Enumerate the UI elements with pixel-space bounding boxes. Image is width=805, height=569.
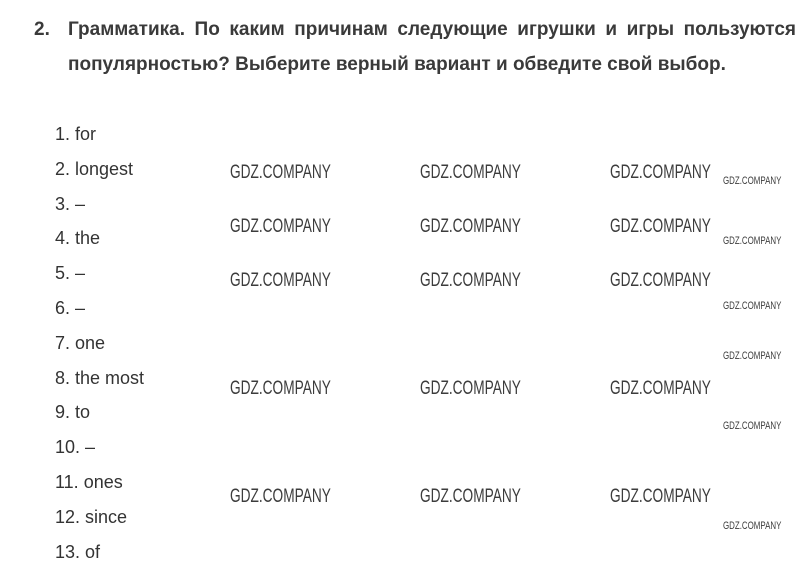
exercise-header: 2. Грамматика. По каким причинам следующ… (34, 12, 796, 82)
watermark: GDZ.COMPANY (610, 162, 711, 183)
exercise-number: 2. (34, 19, 50, 40)
watermark: GDZ.COMPANY (230, 378, 331, 399)
answer-list: 1. for 2. longest 3. – 4. the 5. – 6. – … (55, 117, 144, 569)
list-item: 5. – (55, 263, 86, 284)
watermark: GDZ.COMPANY (420, 216, 521, 237)
watermark: GDZ.COMPANY (723, 175, 782, 187)
list-item: 13. of (55, 541, 101, 562)
watermark: GDZ.COMPANY (723, 420, 782, 432)
list-item: 10. – (55, 437, 96, 458)
watermark: GDZ.COMPANY (723, 520, 782, 532)
watermark: GDZ.COMPANY (420, 486, 521, 507)
watermark: GDZ.COMPANY (230, 216, 331, 237)
watermark: GDZ.COMPANY (230, 270, 331, 291)
watermark: GDZ.COMPANY (610, 378, 711, 399)
watermark: GDZ.COMPANY (420, 162, 521, 183)
watermark: GDZ.COMPANY (420, 378, 521, 399)
watermark: GDZ.COMPANY (230, 162, 331, 183)
list-item: 6. – (55, 297, 86, 318)
watermark: GDZ.COMPANY (610, 216, 711, 237)
watermark: GDZ.COMPANY (230, 486, 331, 507)
exercise-instruction: Грамматика. По каким причинам следующие … (68, 19, 796, 75)
watermark: GDZ.COMPANY (610, 270, 711, 291)
list-item: 2. longest (55, 158, 134, 179)
list-item: 4. the (55, 228, 101, 249)
watermark: GDZ.COMPANY (723, 350, 782, 362)
list-item: 8. the most (55, 367, 145, 388)
list-item: 3. – (55, 193, 86, 214)
watermark: GDZ.COMPANY (723, 300, 782, 312)
watermark: GDZ.COMPANY (420, 270, 521, 291)
list-item: 12. since (55, 506, 128, 527)
list-item: 11. ones (55, 471, 123, 492)
watermark: GDZ.COMPANY (723, 235, 782, 247)
list-item: 1. for (55, 124, 97, 144)
list-item: 7. one (55, 332, 106, 353)
list-item: 9. to (55, 402, 91, 423)
watermark: GDZ.COMPANY (610, 486, 711, 507)
